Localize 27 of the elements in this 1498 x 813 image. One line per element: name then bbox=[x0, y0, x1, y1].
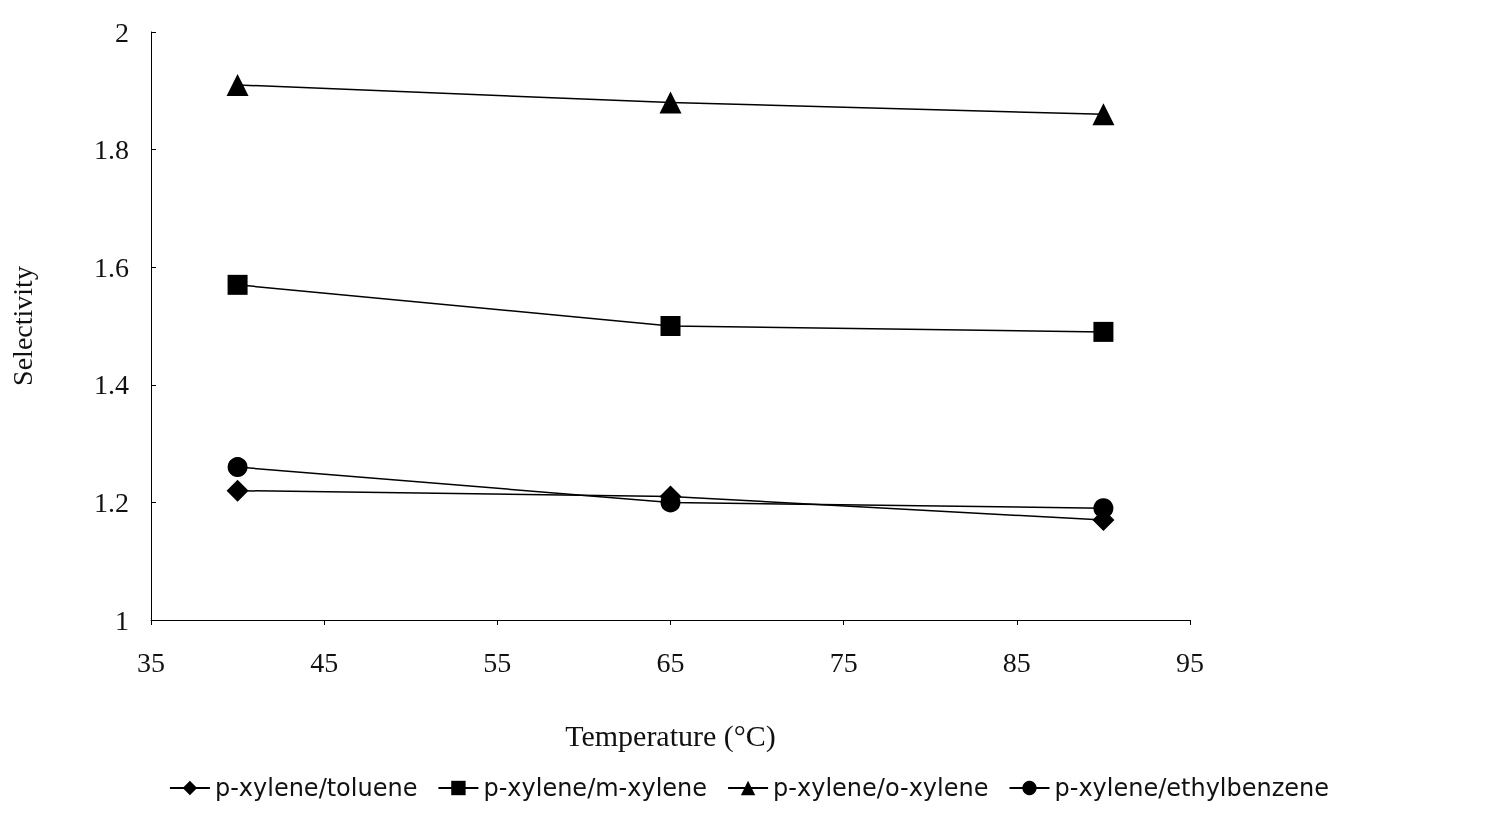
point bbox=[1092, 103, 1115, 126]
x-tick-label: 35 bbox=[137, 646, 165, 678]
point bbox=[659, 91, 682, 114]
y-tick-label: 1.4 bbox=[94, 369, 129, 401]
y-tick-label: 1.2 bbox=[94, 486, 129, 518]
point bbox=[227, 457, 248, 478]
point bbox=[226, 479, 249, 502]
y-tick-label: 2 bbox=[115, 16, 129, 48]
y-axis-title: Selectivity bbox=[6, 266, 38, 386]
legend-label: p-xylene/m-xylene bbox=[483, 774, 708, 802]
x-tick-label: 55 bbox=[483, 646, 512, 678]
legend-label: p-xylene/toluene bbox=[214, 774, 418, 802]
point bbox=[1093, 321, 1114, 342]
y-tick-label: 1.6 bbox=[94, 251, 129, 283]
legend-label: p-xylene/ethylbenzene bbox=[1054, 774, 1330, 802]
y-tick-label: 1.8 bbox=[94, 134, 129, 166]
y-tick-label: 1 bbox=[115, 604, 129, 636]
x-axis-title: Temperature (°C) bbox=[565, 718, 776, 753]
x-tick-label: 85 bbox=[1002, 646, 1031, 678]
point bbox=[226, 73, 249, 96]
x-tick-label: 75 bbox=[829, 646, 858, 678]
point bbox=[227, 274, 248, 295]
point bbox=[660, 316, 681, 336]
x-tick-label: 45 bbox=[310, 646, 339, 678]
x-tick-label: 65 bbox=[656, 646, 685, 678]
x-tick-label: 95 bbox=[1176, 646, 1204, 678]
legend-label: p-xylene/o-xylene bbox=[773, 774, 989, 802]
